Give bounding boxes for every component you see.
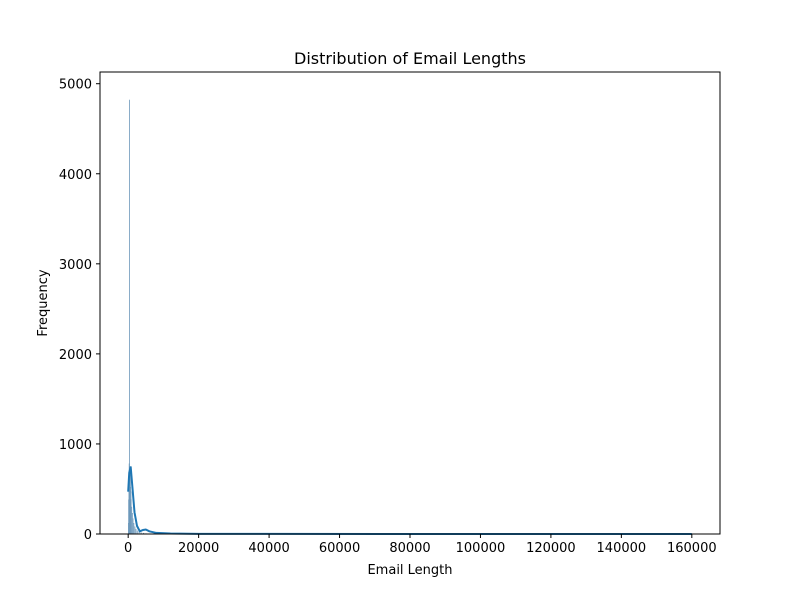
y-tick-label: 0: [84, 528, 92, 543]
histogram-bar: [132, 513, 133, 534]
x-tick-label: 60000: [319, 541, 360, 556]
histogram-bar: [135, 527, 136, 534]
x-tick-label: 100000: [456, 541, 506, 556]
histogram-bar: [131, 507, 132, 534]
y-tick-label: 4000: [59, 168, 92, 183]
x-tick-label: 140000: [597, 541, 647, 556]
y-tick-label: 3000: [59, 258, 92, 273]
x-tick-label: 40000: [248, 541, 289, 556]
x-tick-label: 20000: [178, 541, 219, 556]
chart-title: Distribution of Email Lengths: [294, 49, 526, 68]
y-tick-label: 1000: [59, 438, 92, 453]
y-tick-label: 5000: [59, 78, 92, 93]
x-axis-label: Email Length: [367, 563, 452, 578]
y-tick-label: 2000: [59, 348, 92, 363]
histogram-bar: [133, 519, 134, 534]
y-axis-label: Frequency: [36, 269, 51, 336]
histogram-bar: [136, 529, 137, 534]
x-tick-label: 80000: [389, 541, 430, 556]
x-tick-label: 0: [124, 541, 132, 556]
x-tick-label: 120000: [526, 541, 576, 556]
histogram-bar: [133, 523, 134, 534]
x-tick-label: 160000: [667, 541, 717, 556]
